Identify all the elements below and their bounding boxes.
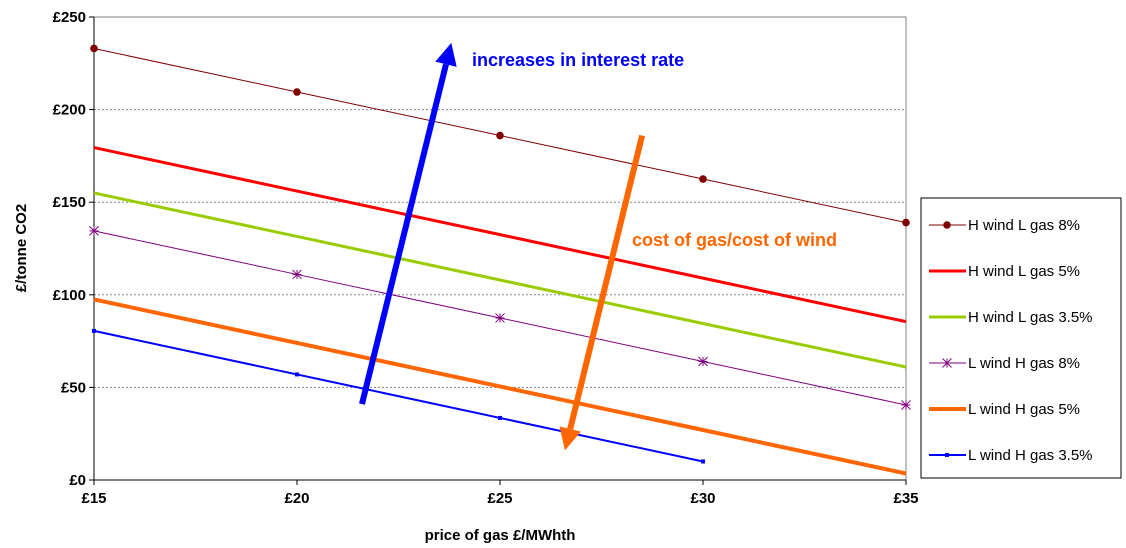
legend-item: L wind H gas 3.5% bbox=[929, 447, 1093, 464]
data-point bbox=[295, 372, 299, 377]
data-point bbox=[943, 221, 951, 229]
y-axis-title: £/tonne CO2 bbox=[13, 204, 30, 292]
annotation-1: increases in interest rate bbox=[359, 42, 684, 405]
legend-item: H wind L gas 3.5% bbox=[929, 309, 1093, 326]
x-tick-label: £15 bbox=[81, 490, 106, 507]
x-tick-label: £30 bbox=[690, 490, 715, 507]
annotation-arrow-shaft bbox=[567, 134, 646, 430]
data-point bbox=[699, 175, 707, 183]
axes bbox=[89, 16, 907, 485]
legend-label: L wind H gas 3.5% bbox=[968, 447, 1093, 464]
legend-box bbox=[920, 197, 1122, 479]
series-3 bbox=[93, 191, 907, 369]
annotation-label: cost of gas/cost of wind bbox=[632, 230, 837, 250]
annotation-arrow-head bbox=[559, 426, 581, 451]
series-line bbox=[93, 146, 907, 324]
y-tick-label: £50 bbox=[61, 379, 86, 396]
y-tick-label: £0 bbox=[69, 472, 86, 489]
legend-item: L wind H gas 8% bbox=[929, 355, 1080, 372]
data-point bbox=[92, 328, 96, 333]
legend: H wind L gas 8% H wind L gas 5% H wind L g… bbox=[920, 197, 1122, 479]
legend-label: H wind L gas 5% bbox=[968, 263, 1080, 280]
legend-item: L wind H gas 5% bbox=[929, 401, 1080, 418]
x-tick-label: £35 bbox=[893, 490, 918, 507]
x-tick-label: £25 bbox=[487, 490, 512, 507]
data-point bbox=[942, 358, 952, 368]
data-point bbox=[496, 131, 504, 140]
legend-label: H wind L gas 8% bbox=[968, 217, 1080, 234]
series-line bbox=[93, 297, 907, 476]
x-tick-label: £20 bbox=[284, 490, 309, 507]
legend-item: H wind L gas 8% bbox=[929, 217, 1080, 234]
data-point bbox=[495, 313, 505, 323]
annotation-arrow-head bbox=[435, 42, 457, 67]
y-tick-label: £250 bbox=[53, 9, 86, 26]
legend-item: H wind L gas 5% bbox=[929, 263, 1080, 280]
data-point bbox=[701, 459, 705, 464]
series-line bbox=[93, 329, 704, 463]
annotation-arrow-shaft bbox=[359, 63, 449, 405]
y-tick-label: £150 bbox=[53, 194, 86, 211]
data-point bbox=[698, 356, 708, 367]
series-4 bbox=[89, 226, 911, 410]
series-5 bbox=[93, 297, 907, 476]
annotation-2: cost of gas/cost of wind bbox=[559, 134, 837, 451]
series-2 bbox=[93, 146, 907, 324]
annotation-label: increases in interest rate bbox=[472, 50, 684, 70]
data-point bbox=[90, 44, 98, 53]
legend-label: H wind L gas 3.5% bbox=[968, 309, 1093, 326]
legend-label: L wind H gas 5% bbox=[968, 401, 1080, 418]
legend-label: L wind H gas 8% bbox=[968, 355, 1080, 372]
y-tick-label: £200 bbox=[53, 102, 86, 119]
data-point bbox=[89, 226, 99, 236]
data-point bbox=[293, 88, 301, 96]
data-point bbox=[498, 415, 502, 420]
series-6 bbox=[92, 328, 705, 464]
data-point bbox=[902, 218, 910, 227]
series-1 bbox=[90, 44, 910, 227]
series-line bbox=[93, 191, 907, 369]
annotations: increases in interest rate cost of gas/co… bbox=[359, 42, 837, 451]
data-point bbox=[901, 400, 911, 410]
tick-labels: £0 £50 £100 £150 £200 £250 £15 £20 £25 £30 £35 bbox=[53, 9, 919, 507]
series-layer bbox=[89, 44, 911, 476]
data-point bbox=[945, 453, 949, 457]
data-point bbox=[292, 269, 302, 280]
y-tick-label: £100 bbox=[53, 287, 86, 304]
x-axis-title: price of gas £/MWhth bbox=[425, 527, 576, 544]
